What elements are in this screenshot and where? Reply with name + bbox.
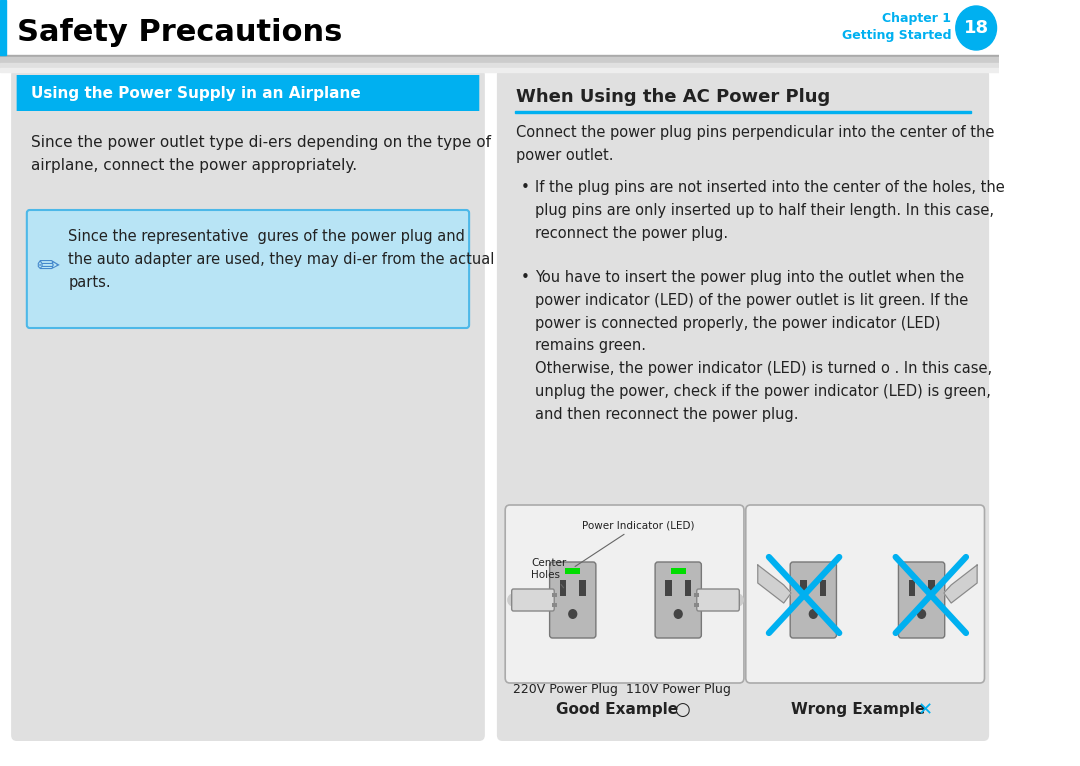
Bar xyxy=(908,580,915,596)
Text: Since the power outlet type di­ers depending on the type of
airplane, connect th: Since the power outlet type di­ers depen… xyxy=(31,135,491,173)
Bar xyxy=(694,603,699,607)
Bar xyxy=(928,580,934,596)
Bar xyxy=(552,593,557,597)
Bar xyxy=(665,580,672,596)
Bar xyxy=(820,580,826,596)
Circle shape xyxy=(568,609,578,619)
Bar xyxy=(685,580,691,596)
Text: Power Indicator (LED): Power Indicator (LED) xyxy=(575,520,694,567)
Text: Center
Holes: Center Holes xyxy=(531,558,566,588)
Text: ✕: ✕ xyxy=(918,701,933,719)
Bar xyxy=(671,568,686,574)
Text: Wrong Example: Wrong Example xyxy=(791,702,924,717)
Text: Good Example: Good Example xyxy=(556,702,678,717)
Text: ○: ○ xyxy=(674,701,690,719)
FancyBboxPatch shape xyxy=(497,69,989,741)
Text: 18: 18 xyxy=(963,19,988,37)
Bar xyxy=(0,57,999,63)
FancyBboxPatch shape xyxy=(505,505,744,683)
FancyBboxPatch shape xyxy=(899,562,945,638)
FancyBboxPatch shape xyxy=(27,210,469,328)
Bar xyxy=(0,63,999,68)
Text: •: • xyxy=(521,180,530,195)
Bar xyxy=(515,111,971,113)
FancyBboxPatch shape xyxy=(791,562,836,638)
FancyBboxPatch shape xyxy=(656,562,701,638)
Text: 110V Power Plug: 110V Power Plug xyxy=(625,683,731,696)
FancyBboxPatch shape xyxy=(746,505,985,683)
Circle shape xyxy=(956,6,997,50)
Text: If the plug pins are not inserted into the center of the holes, the
plug pins ar: If the plug pins are not inserted into t… xyxy=(535,180,1004,241)
Circle shape xyxy=(674,609,683,619)
Text: 220V Power Plug: 220V Power Plug xyxy=(513,683,618,696)
FancyBboxPatch shape xyxy=(512,589,554,611)
Text: Chapter 1: Chapter 1 xyxy=(882,11,951,25)
Bar xyxy=(800,580,807,596)
Bar xyxy=(579,580,585,596)
Text: When Using the AC Power Plug: When Using the AC Power Plug xyxy=(516,88,831,106)
Text: Getting Started: Getting Started xyxy=(841,28,951,41)
Circle shape xyxy=(809,609,818,619)
Text: You have to insert the power plug into the outlet when the
power indicator (LED): You have to insert the power plug into t… xyxy=(535,270,991,422)
Bar xyxy=(0,0,5,55)
FancyBboxPatch shape xyxy=(11,69,485,741)
Bar xyxy=(552,603,557,607)
Bar xyxy=(0,55,999,57)
Text: Safety Precautions: Safety Precautions xyxy=(16,18,342,47)
Text: ✏: ✏ xyxy=(37,253,59,281)
Text: Connect the power plug pins perpendicular into the center of the
power outlet.: Connect the power plug pins perpendicula… xyxy=(516,125,995,163)
Bar xyxy=(0,68,999,72)
Polygon shape xyxy=(944,565,977,603)
Text: Using the Power Supply in an Airplane: Using the Power Supply in an Airplane xyxy=(31,86,361,100)
Bar xyxy=(565,568,580,574)
Bar xyxy=(559,580,566,596)
FancyBboxPatch shape xyxy=(16,75,480,111)
FancyBboxPatch shape xyxy=(550,562,596,638)
Polygon shape xyxy=(758,565,792,603)
FancyBboxPatch shape xyxy=(697,589,740,611)
Text: Since the representative  gures of the power plug and
the auto adapter are used,: Since the representative gures of the po… xyxy=(68,229,495,290)
Bar xyxy=(694,593,699,597)
Circle shape xyxy=(917,609,927,619)
Text: •: • xyxy=(521,270,530,285)
